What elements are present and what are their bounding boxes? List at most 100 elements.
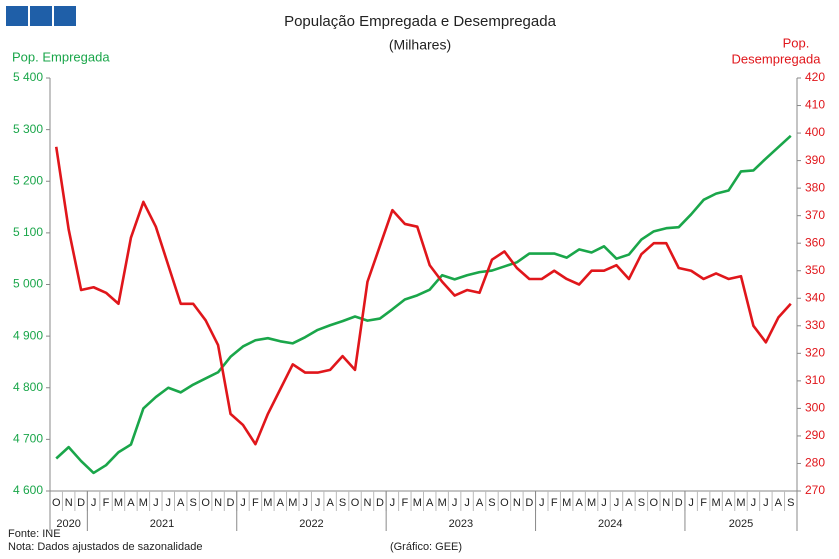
x-tick-label: J (153, 497, 159, 509)
y-tick-label: 4 900 (13, 328, 43, 342)
x-tick-label: J (302, 497, 308, 509)
y2-tick-label: 300 (805, 401, 825, 415)
x-tick-label: M (711, 497, 720, 509)
y2-tick-label: 370 (805, 208, 825, 222)
x-tick-label: M (413, 497, 422, 509)
x-tick-label: D (675, 497, 683, 509)
x-tick-label: F (551, 497, 558, 509)
y2-tick-label: 390 (805, 153, 825, 167)
x-tick-label: S (787, 497, 794, 509)
y2-tick-label: 380 (805, 180, 825, 194)
x-tick-label: J (614, 497, 620, 509)
y2-axis-label: Pop. (783, 35, 810, 50)
x-tick-label: J (390, 497, 396, 509)
y-tick-label: 5 200 (13, 173, 43, 187)
x-tick-label: M (438, 497, 447, 509)
x-tick-label: D (227, 497, 235, 509)
x-tick-label: S (488, 497, 495, 509)
y2-tick-label: 420 (805, 70, 825, 84)
year-label: 2024 (598, 518, 622, 530)
x-tick-label: F (401, 497, 408, 509)
x-tick-label: M (139, 497, 148, 509)
x-tick-label: N (662, 497, 670, 509)
year-label: 2023 (449, 518, 473, 530)
x-tick-label: A (575, 497, 583, 509)
y2-tick-label: 340 (805, 290, 825, 304)
y2-axis-label: Desempregada (732, 51, 822, 66)
x-tick-label: A (625, 497, 633, 509)
series-line (55, 134, 792, 475)
x-tick-label: A (326, 497, 334, 509)
x-tick-label: A (277, 497, 285, 509)
chart-title: População Empregada e Desempregada (284, 13, 557, 30)
x-tick-label: S (190, 497, 197, 509)
x-tick-label: D (77, 497, 85, 509)
y2-tick-label: 330 (805, 318, 825, 332)
y-tick-label: 4 600 (13, 483, 43, 497)
note: Nota: Dados ajustados de sazonalidade (8, 541, 202, 553)
x-tick-label: M (736, 497, 745, 509)
x-tick-label: J (688, 497, 694, 509)
x-tick-label: M (263, 497, 272, 509)
source: Fonte: INE (8, 528, 61, 540)
x-tick-label: F (103, 497, 110, 509)
x-tick-label: M (562, 497, 571, 509)
x-tick-label: M (114, 497, 123, 509)
y2-tick-label: 400 (805, 125, 825, 139)
year-label: 2020 (56, 518, 80, 530)
x-tick-label: J (539, 497, 545, 509)
y2-tick-label: 350 (805, 263, 825, 277)
x-tick-label: D (525, 497, 533, 509)
logo-block (6, 6, 28, 26)
y2-tick-label: 280 (805, 456, 825, 470)
y-tick-label: 5 100 (13, 225, 43, 239)
x-tick-label: A (127, 497, 135, 509)
x-tick-label: F (700, 497, 707, 509)
x-tick-label: J (452, 497, 458, 509)
x-tick-label: S (339, 497, 346, 509)
y2-tick-label: 360 (805, 235, 825, 249)
x-tick-label: J (240, 497, 246, 509)
x-tick-label: J (91, 497, 97, 509)
x-tick-label: M (587, 497, 596, 509)
y-tick-label: 5 300 (13, 122, 43, 136)
series-line (54, 146, 792, 446)
x-tick-label: O (201, 497, 210, 509)
x-tick-label: M (288, 497, 297, 509)
x-tick-label: N (513, 497, 521, 509)
x-tick-label: A (177, 497, 185, 509)
y2-tick-label: 320 (805, 346, 825, 360)
year-label: 2021 (150, 518, 174, 530)
y2-tick-label: 410 (805, 98, 825, 112)
x-tick-label: J (601, 497, 607, 509)
x-tick-label: A (426, 497, 434, 509)
x-tick-label: J (751, 497, 757, 509)
y-axis-label: Pop. Empregada (12, 49, 110, 64)
x-tick-label: O (650, 497, 659, 509)
year-label: 2025 (729, 518, 753, 530)
logo-block (30, 6, 52, 26)
x-tick-label: S (638, 497, 645, 509)
y-tick-label: 5 400 (13, 70, 43, 84)
x-tick-label: A (775, 497, 783, 509)
x-tick-label: N (214, 497, 222, 509)
x-tick-label: D (376, 497, 384, 509)
x-tick-label: O (351, 497, 360, 509)
y2-tick-label: 290 (805, 428, 825, 442)
chart-subtitle: (Milhares) (389, 37, 451, 53)
y-tick-label: 4 700 (13, 432, 43, 446)
x-tick-label: J (763, 497, 769, 509)
x-tick-label: F (252, 497, 259, 509)
x-tick-label: A (476, 497, 484, 509)
y2-tick-label: 310 (805, 373, 825, 387)
x-tick-label: O (500, 497, 509, 509)
y-tick-label: 5 000 (13, 277, 43, 291)
year-label: 2022 (299, 518, 323, 530)
x-tick-label: O (52, 497, 61, 509)
y-tick-label: 4 800 (13, 380, 43, 394)
y2-tick-label: 270 (805, 483, 825, 497)
x-tick-label: J (166, 497, 172, 509)
logo-block (54, 6, 76, 26)
x-tick-label: J (464, 497, 470, 509)
